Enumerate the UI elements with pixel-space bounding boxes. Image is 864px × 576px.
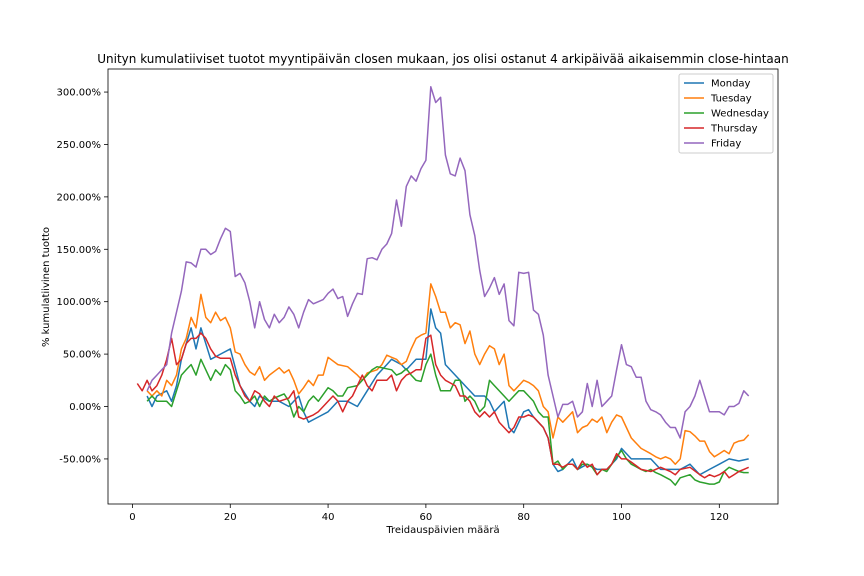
x-axis-label: Treidauspäivien määrä: [385, 525, 499, 536]
legend-label-tuesday: Tuesday: [710, 94, 752, 105]
legend-label-friday: Friday: [711, 139, 741, 150]
x-tick-label: 80: [517, 512, 530, 523]
x-tick-label: 120: [710, 512, 729, 523]
x-tick-label: 40: [322, 512, 335, 523]
y-axis-label: % kumulatiivinen tuotto: [41, 227, 52, 347]
x-tick-label: 100: [612, 512, 631, 523]
x-tick-label: 0: [129, 512, 135, 523]
legend-label-monday: Monday: [711, 79, 751, 90]
y-tick-label: 150.00%: [57, 245, 102, 256]
legend-box: [678, 73, 774, 154]
series-line-tuesday: [146, 283, 750, 465]
y-tick-label: 50.00%: [63, 350, 101, 361]
y-tick-label: -50.00%: [59, 454, 101, 465]
chart-title: Unityn kumulatiiviset tuotot myyntipäivä…: [97, 52, 788, 66]
y-tick-label: 300.00%: [57, 88, 102, 99]
series-line-thursday: [136, 332, 749, 479]
y-tick-label: 0.00%: [69, 402, 101, 413]
legend-label-wednesday: Wednesday: [711, 109, 769, 120]
x-tick-label: 20: [224, 512, 237, 523]
axes-frame: [107, 68, 779, 505]
series-line-friday: [146, 86, 750, 439]
y-tick-label: 100.00%: [57, 297, 102, 308]
legend-label-thursday: Thursday: [710, 124, 758, 135]
y-tick-label: 200.00%: [57, 192, 102, 203]
y-tick-label: 250.00%: [57, 140, 102, 151]
x-tick-label: 60: [420, 512, 433, 523]
plot-area: 0 20 40 60 80 100 120 -50.00% 0.00% 50.00% 100.00%…: [57, 68, 779, 523]
series-line-monday: [146, 308, 749, 476]
